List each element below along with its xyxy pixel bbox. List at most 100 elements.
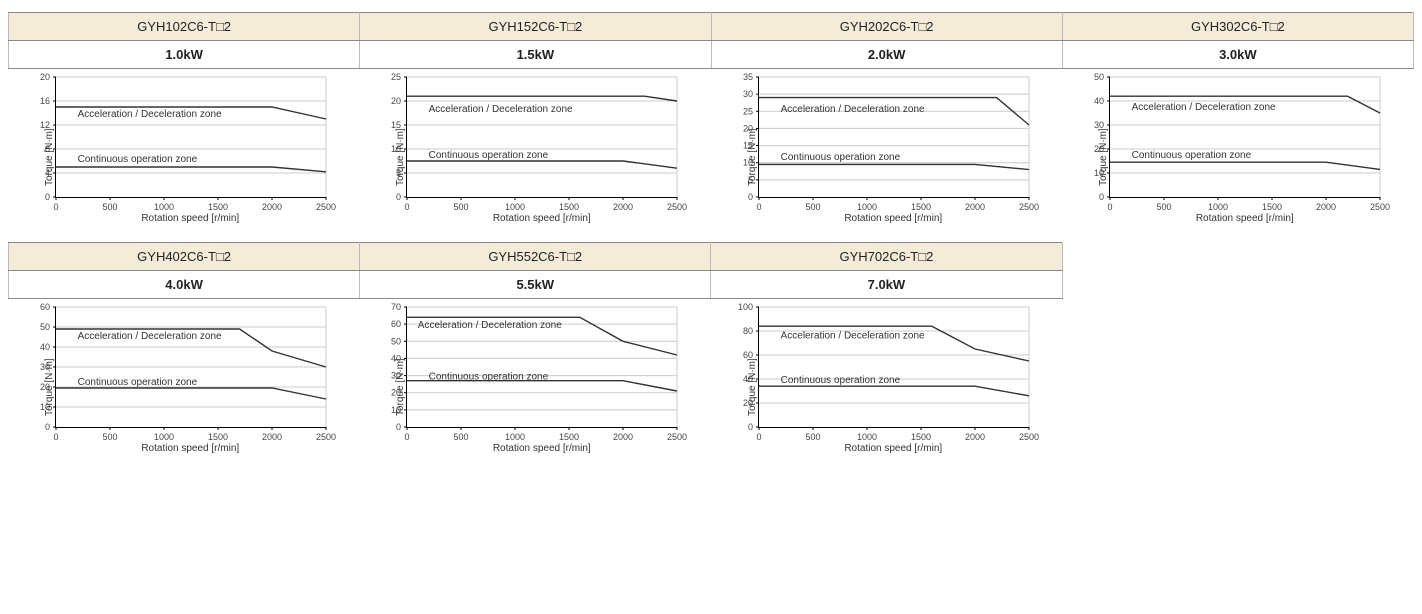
continuous-curve <box>56 388 326 399</box>
svg-text:2500: 2500 <box>316 432 336 442</box>
torque-chart: Torque [N·m]0510152025050010001500200025… <box>393 77 677 224</box>
svg-text:60: 60 <box>391 319 401 329</box>
svg-text:5: 5 <box>748 175 753 185</box>
model-cell: GYH552C6-T□2 <box>360 243 711 271</box>
svg-text:40: 40 <box>1094 96 1104 106</box>
svg-text:10: 10 <box>40 402 50 412</box>
model-cell: GYH702C6-T□2 <box>711 243 1062 271</box>
continuous-curve <box>759 164 1029 169</box>
svg-text:0: 0 <box>45 192 50 202</box>
continuous-curve <box>56 167 326 172</box>
header-table-row2: GYH402C6-T□2 GYH552C6-T□2 GYH702C6-T□2 4… <box>8 242 1063 299</box>
model-cell: GYH202C6-T□2 <box>711 13 1062 41</box>
svg-text:25: 25 <box>743 106 753 116</box>
svg-text:10: 10 <box>391 144 401 154</box>
svg-text:2000: 2000 <box>613 202 633 212</box>
charts-row-2: Torque [N·m]0102030405060050010001500200… <box>8 301 1063 454</box>
svg-text:25: 25 <box>391 72 401 82</box>
svg-text:1000: 1000 <box>154 202 174 212</box>
svg-text:0: 0 <box>756 432 761 442</box>
continuous-zone-label: Continuous operation zone <box>780 375 900 386</box>
svg-text:2000: 2000 <box>613 432 633 442</box>
power-cell: 3.0kW <box>1062 41 1413 69</box>
continuous-curve <box>1110 162 1380 169</box>
accel-zone-label: Acceleration / Deceleration zone <box>418 320 562 331</box>
power-cell: 4.0kW <box>9 271 360 299</box>
accel-zone-label: Acceleration / Deceleration zone <box>429 104 573 115</box>
svg-text:8: 8 <box>45 144 50 154</box>
continuous-zone-label: Continuous operation zone <box>429 150 549 161</box>
svg-text:40: 40 <box>743 374 753 384</box>
continuous-zone-label: Continuous operation zone <box>429 372 549 383</box>
continuous-zone-label: Continuous operation zone <box>77 377 197 388</box>
power-cell: 7.0kW <box>711 271 1062 299</box>
chart-cell: Torque [N·m]0102030405060700500100015002… <box>360 301 712 454</box>
svg-text:2500: 2500 <box>667 202 687 212</box>
svg-text:20: 20 <box>40 72 50 82</box>
torque-chart: Torque [N·m]0204060801000500100015002000… <box>745 307 1029 454</box>
svg-text:1000: 1000 <box>154 432 174 442</box>
accel-zone-label: Acceleration / Deceleration zone <box>780 104 924 115</box>
svg-text:500: 500 <box>805 432 820 442</box>
power-cell: 1.5kW <box>360 41 711 69</box>
torque-chart: Torque [N·m]0102030405060700500100015002… <box>393 307 677 454</box>
chart-cell: Torque [N·m]0510152025303505001000150020… <box>711 71 1063 224</box>
x-axis-label: Rotation speed [r/min] <box>406 213 677 224</box>
svg-text:2500: 2500 <box>316 202 336 212</box>
chart-cell: Torque [N·m]0102030405005001000150020002… <box>1063 71 1415 224</box>
power-cell: 1.0kW <box>9 41 360 69</box>
svg-text:20: 20 <box>1094 144 1104 154</box>
svg-text:0: 0 <box>1099 192 1104 202</box>
accel-zone-label: Acceleration / Deceleration zone <box>77 331 221 342</box>
svg-text:1500: 1500 <box>559 202 579 212</box>
torque-chart: Torque [N·m]0102030405060050010001500200… <box>42 307 326 454</box>
continuous-zone-label: Continuous operation zone <box>77 154 197 165</box>
svg-text:2500: 2500 <box>667 432 687 442</box>
accel-zone-label: Acceleration / Deceleration zone <box>77 109 221 120</box>
svg-text:60: 60 <box>743 350 753 360</box>
x-axis-label: Rotation speed [r/min] <box>406 443 677 454</box>
accel-decel-curve <box>407 96 677 101</box>
header-table-row1: GYH102C6-T□2 GYH152C6-T□2 GYH202C6-T□2 G… <box>8 12 1414 69</box>
power-cell: 2.0kW <box>711 41 1062 69</box>
power-cell: 5.5kW <box>360 271 711 299</box>
svg-text:2000: 2000 <box>965 202 985 212</box>
svg-text:0: 0 <box>405 432 410 442</box>
svg-text:0: 0 <box>396 192 401 202</box>
svg-text:2000: 2000 <box>262 432 282 442</box>
svg-text:35: 35 <box>743 72 753 82</box>
chart-cell: Torque [N·m]0510152025050010001500200025… <box>360 71 712 224</box>
svg-text:20: 20 <box>40 382 50 392</box>
svg-text:10: 10 <box>743 158 753 168</box>
svg-text:50: 50 <box>1094 72 1104 82</box>
x-axis-label: Rotation speed [r/min] <box>55 443 326 454</box>
svg-text:500: 500 <box>454 432 469 442</box>
svg-text:500: 500 <box>102 202 117 212</box>
continuous-curve <box>407 161 677 168</box>
model-cell: GYH302C6-T□2 <box>1062 13 1413 41</box>
svg-text:15: 15 <box>391 120 401 130</box>
model-cell: GYH152C6-T□2 <box>360 13 711 41</box>
svg-text:0: 0 <box>748 422 753 432</box>
continuous-curve <box>759 386 1029 396</box>
svg-text:1000: 1000 <box>857 432 877 442</box>
x-axis-label: Rotation speed [r/min] <box>758 213 1029 224</box>
svg-text:1500: 1500 <box>911 202 931 212</box>
svg-text:1500: 1500 <box>208 432 228 442</box>
svg-text:500: 500 <box>805 202 820 212</box>
charts-row-1: Torque [N·m]0481216200500100015002000250… <box>8 71 1414 224</box>
svg-text:12: 12 <box>40 120 50 130</box>
chart-cell: Torque [N·m]0102030405060050010001500200… <box>8 301 360 454</box>
svg-text:100: 100 <box>738 302 753 312</box>
x-axis-label: Rotation speed [r/min] <box>758 443 1029 454</box>
accel-zone-label: Acceleration / Deceleration zone <box>1132 102 1276 113</box>
svg-text:2000: 2000 <box>965 432 985 442</box>
svg-text:500: 500 <box>454 202 469 212</box>
model-cell: GYH102C6-T□2 <box>9 13 360 41</box>
model-cell: GYH402C6-T□2 <box>9 243 360 271</box>
svg-text:0: 0 <box>1108 202 1113 212</box>
svg-text:10: 10 <box>1094 168 1104 178</box>
svg-text:20: 20 <box>743 398 753 408</box>
svg-text:1500: 1500 <box>1262 202 1282 212</box>
svg-text:0: 0 <box>45 422 50 432</box>
